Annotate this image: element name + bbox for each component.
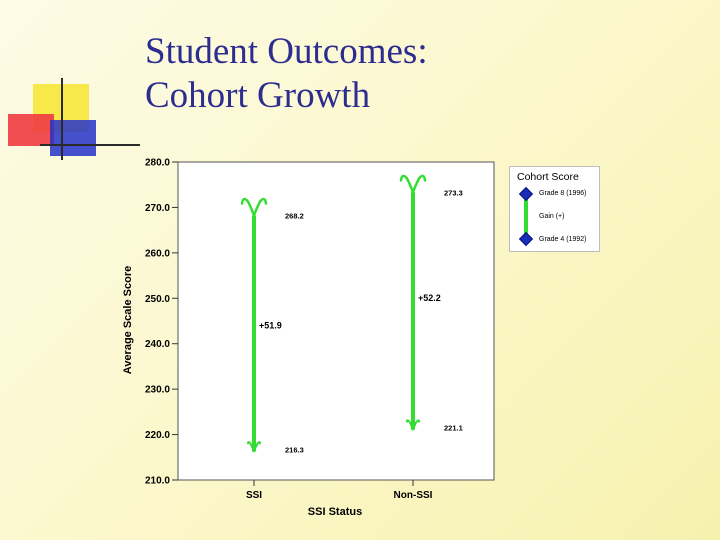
y-tick-label: 230.0: [145, 385, 170, 396]
title-line-2: Cohort Growth: [145, 75, 371, 116]
y-axis-title: Average Scale Score: [122, 266, 134, 374]
y-tick-label: 260.0: [145, 248, 170, 259]
gain-label: +52.2: [418, 293, 441, 303]
grade8-score-label: 273.3: [444, 188, 463, 197]
slide-title: Student Outcomes: Cohort Growth: [145, 30, 428, 118]
y-tick-label: 270.0: [145, 203, 170, 214]
legend-item-gain: Gain (+): [539, 213, 565, 220]
y-tick-label: 210.0: [145, 476, 170, 487]
legend-item-grade4: Grade 4 (1992): [539, 236, 587, 243]
deco-vertical-rule: [61, 78, 63, 160]
grade4-arrowhead: [247, 441, 261, 453]
y-tick-label: 240.0: [145, 339, 170, 350]
y-axis: 210.0 220.0 230.0 240.0 250.0 260.0 270.0 280.0: [145, 158, 178, 487]
title-line-1: Student Outcomes:: [145, 31, 428, 72]
y-tick-label: 220.0: [145, 430, 170, 441]
y-tick-label: 250.0: [145, 294, 170, 305]
grade8-arrowhead: [240, 197, 268, 217]
deco-horizontal-rule: [40, 144, 140, 146]
legend-item-grade8: Grade 8 (1996): [539, 190, 587, 197]
deco-blue-square: [50, 120, 96, 156]
x-tick-label: SSI: [246, 490, 262, 501]
chart-legend: Cohort Score Grade 8 (1996) Gain (+) Gra…: [509, 166, 600, 252]
legend-grade4-marker: [518, 231, 534, 247]
deco-red-square: [8, 114, 54, 146]
decorative-blocks: [8, 78, 140, 160]
grade4-arrowhead: [406, 419, 420, 431]
grade8-arrowhead: [399, 174, 427, 194]
grade8-score-label: 268.2: [285, 212, 304, 221]
legend-title: Cohort Score: [517, 171, 579, 183]
grade4-score-label: 221.1: [444, 424, 463, 433]
gain-label: +51.9: [259, 321, 282, 331]
y-tick-label: 280.0: [145, 158, 170, 169]
plot-area: [177, 161, 495, 481]
x-axis-title: SSI Status: [308, 506, 362, 518]
chart-marks: 268.2 216.3 +51.9 273.3 221.1 +52.2: [240, 174, 463, 454]
legend-gain-line: [524, 193, 528, 239]
x-axis: SSI Non-SSI: [246, 480, 433, 501]
grade4-score-label: 216.3: [285, 445, 304, 454]
legend-grade8-marker: [518, 186, 534, 202]
x-tick-label: Non-SSI: [394, 490, 433, 501]
